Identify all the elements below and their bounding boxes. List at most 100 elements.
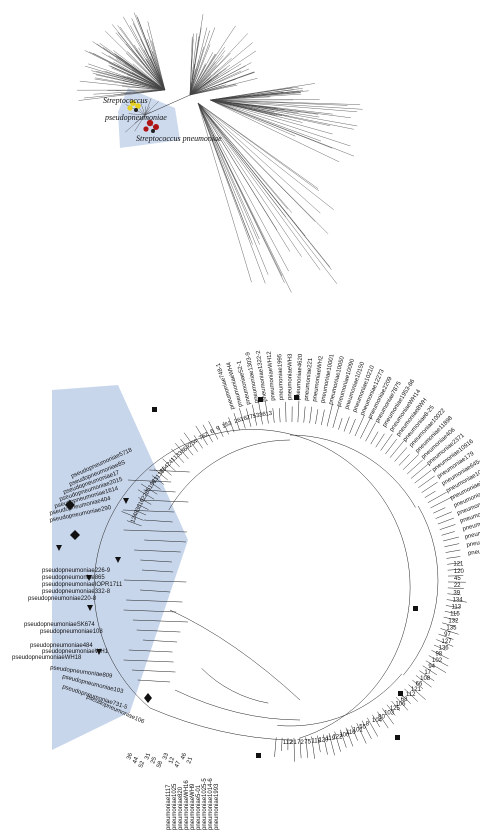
unrooted-branch	[209, 87, 293, 101]
unrooted-branch	[189, 84, 238, 96]
leaf-branch	[380, 433, 393, 451]
unrooted-branch	[189, 63, 206, 96]
unrooted-branch	[189, 68, 227, 96]
clade-connector	[169, 609, 301, 701]
pseudo-leaf-label: pseudopneumoniae865	[42, 575, 105, 581]
unrooted-branch	[134, 114, 146, 124]
leaf-branch	[137, 489, 155, 500]
leaf-branch	[446, 599, 467, 603]
node-number: 12	[168, 756, 176, 765]
leaf-branch	[430, 496, 452, 509]
unrooted-branch	[132, 63, 166, 91]
unrooted-branch	[92, 41, 166, 91]
pseudo-branch	[123, 579, 187, 583]
bottom-leaf-label: pneumoniae1014-6	[208, 778, 214, 830]
node-number: 55	[359, 725, 366, 731]
node-number: 22	[454, 583, 461, 589]
pseudo-leaf-label: pseudopneumoniae332-8	[42, 589, 111, 595]
pseudo-leaf-label: pseudopneumoniaeWH18	[12, 655, 82, 661]
unrooted-branch	[197, 102, 332, 270]
label-pneumoniae: Streptococcus pneumoniae	[136, 134, 222, 143]
inner-arc	[403, 505, 439, 676]
leaf-branch	[140, 483, 158, 495]
unrooted-branch	[189, 47, 225, 96]
node-number: 36	[135, 503, 143, 512]
leaf-branch	[410, 464, 429, 479]
pseudo-branch	[126, 599, 183, 603]
leaf-branch	[195, 425, 208, 446]
node-number: 122	[332, 734, 343, 740]
unrooted-branch	[128, 113, 146, 116]
leaf-branch	[436, 639, 454, 647]
unrooted-branch	[140, 101, 146, 116]
leaf-branch	[435, 511, 452, 519]
unrooted-branch	[209, 99, 351, 147]
pneumo-markers	[143, 119, 159, 133]
unrooted-branch	[78, 89, 166, 101]
node-number: 121	[453, 562, 464, 568]
node-number: 137	[155, 468, 166, 480]
leaf-branch	[354, 415, 365, 437]
leaf-branch	[285, 401, 287, 423]
leaf-branch	[233, 413, 240, 431]
inner-arc	[168, 439, 291, 511]
unrooted-branch	[197, 102, 289, 272]
unrooted-branch	[197, 102, 302, 257]
leaf-branch	[223, 421, 229, 435]
pseudo-branch	[140, 589, 171, 593]
unrooted-branch	[197, 102, 269, 275]
unrooted-branch	[113, 61, 166, 91]
leaf-branch	[321, 409, 325, 426]
leaf-branch	[372, 714, 381, 728]
leaf-branch	[440, 628, 459, 635]
leaf-branch	[385, 438, 397, 455]
leaf-branch	[265, 400, 269, 424]
leaf-branch	[445, 549, 461, 553]
unrooted-branch	[122, 83, 166, 91]
unrooted-branch	[133, 12, 166, 91]
node-number: 12	[130, 515, 138, 524]
node-number: 48	[133, 509, 141, 518]
leaf-branch	[349, 418, 356, 434]
leaf-branch	[279, 408, 281, 423]
node-number: 6	[210, 428, 216, 435]
inner-arc	[277, 673, 403, 727]
unrooted-branches	[76, 12, 363, 293]
unrooted-branch	[84, 89, 166, 99]
leaf-branch	[445, 605, 460, 609]
node-number: 53	[252, 413, 260, 420]
label-pseudopneumoniae-line1: Streptococcus	[103, 96, 148, 105]
unrooted-branch	[189, 30, 210, 96]
node-number: 85	[144, 486, 153, 495]
node-number: 101	[353, 728, 364, 734]
bottom-leaf-label: pneumoniae1117	[166, 784, 172, 830]
pseudo-branch	[143, 519, 173, 523]
unrooted-branch	[134, 114, 146, 132]
main-backbone-arc	[93, 429, 411, 739]
leaf-branch	[389, 440, 405, 458]
clade-connector	[174, 689, 301, 721]
unrooted-branch	[144, 111, 151, 116]
node-number: 15	[221, 421, 230, 429]
leaf-branch	[328, 733, 335, 756]
leaf-branch	[161, 466, 172, 476]
unrooted-branch	[189, 68, 250, 96]
leaf-branch	[447, 593, 461, 596]
unrooted-branch	[209, 99, 358, 127]
node-number: 45	[454, 576, 461, 582]
unrooted-branch	[197, 102, 319, 189]
leaf-branch	[370, 431, 379, 445]
node-number: 68	[401, 697, 408, 703]
inner-arc	[289, 434, 416, 508]
node-number: 118	[311, 739, 321, 745]
node-number: 136	[439, 645, 450, 651]
leaf-branch	[424, 490, 436, 498]
node-number: 110	[346, 730, 356, 736]
leaf-branch	[441, 531, 455, 536]
node-number: 112	[283, 740, 293, 746]
leaf-branch	[338, 418, 343, 430]
leaf-branch	[391, 700, 400, 711]
leaf-branch	[444, 543, 460, 548]
leaf-branch	[377, 711, 389, 729]
node-number: 132	[448, 618, 459, 624]
